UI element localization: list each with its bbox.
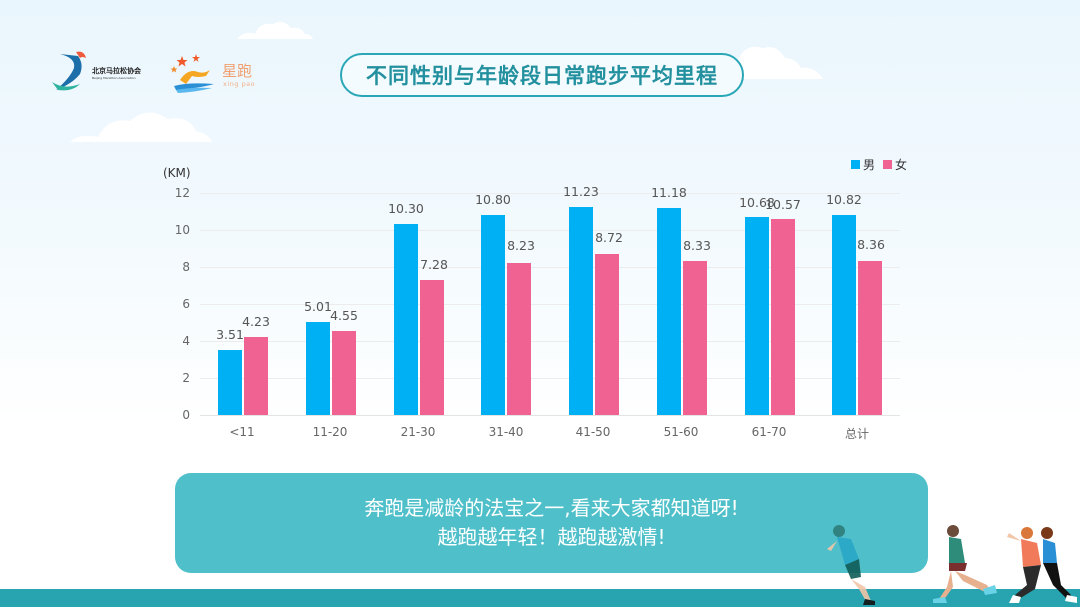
- bma-english-name: Beijing Marathon Association: [92, 76, 136, 80]
- value-label-female: 7.28: [420, 257, 448, 272]
- phoenix-icon: [52, 51, 86, 91]
- y-tick: 0: [182, 408, 190, 422]
- bar-female[interactable]: [858, 261, 882, 415]
- value-label-male: 10.80: [475, 192, 511, 207]
- y-tick: 10: [174, 223, 190, 237]
- value-label-male: 10.30: [388, 201, 424, 216]
- legend-item-female[interactable]: 女: [883, 156, 907, 173]
- cloud-decoration: [237, 21, 313, 39]
- y-tick: 12: [174, 186, 190, 200]
- y-tick: 4: [182, 334, 190, 348]
- cloud-decoration: [70, 112, 212, 142]
- runner-icon: [827, 525, 875, 605]
- x-tick: 51-60: [663, 425, 699, 439]
- xingpao-pinyin: xing pao: [223, 80, 256, 88]
- bar-female[interactable]: [771, 219, 795, 415]
- legend-swatch-male: [851, 160, 860, 169]
- bar-male[interactable]: [832, 215, 856, 415]
- value-label-female: 8.23: [507, 238, 535, 253]
- gridline: [200, 193, 900, 194]
- bar-female[interactable]: [420, 280, 444, 415]
- conclusion-callout: 奔跑是减龄的法宝之一,看来大家都知道呀! 越跑越年轻！越跑越激情!: [175, 473, 928, 573]
- beijing-marathon-association-logo: 北京马拉松协会 Beijing Marathon Association: [50, 50, 160, 94]
- legend-label-male: 男: [863, 158, 876, 172]
- runners-illustration: [827, 525, 1077, 605]
- x-tick: 61-70: [751, 425, 787, 439]
- xingpao-name: 星跑: [222, 62, 253, 80]
- value-label-male: 5.01: [304, 299, 332, 314]
- bar-male[interactable]: [657, 208, 681, 415]
- x-tick: <11: [229, 425, 255, 439]
- value-label-female: 8.72: [595, 230, 623, 245]
- legend-item-male[interactable]: 男: [851, 156, 875, 173]
- bar-female[interactable]: [244, 337, 268, 415]
- gridline: [200, 230, 900, 231]
- bar-female[interactable]: [595, 254, 619, 415]
- x-tick: 31-40: [488, 425, 524, 439]
- bar-chart: (KM) 男 女 12 10 8 6 4 2 0 3.51 4.23 <11 5…: [163, 156, 911, 441]
- callout-line-1: 奔跑是减龄的法宝之一,看来大家都知道呀!: [364, 496, 739, 520]
- footer-band: [0, 589, 1080, 607]
- bar-male[interactable]: [306, 322, 330, 415]
- x-axis-line: [200, 415, 900, 416]
- value-label-male: 11.23: [563, 184, 599, 199]
- gridline: [200, 378, 900, 379]
- value-label-female: 4.55: [330, 308, 358, 323]
- x-tick: 11-20: [312, 425, 348, 439]
- x-tick: 41-50: [575, 425, 611, 439]
- callout-line-2: 越跑越年轻！越跑越激情!: [437, 525, 666, 549]
- value-label-female: 4.23: [242, 314, 270, 329]
- y-axis-unit: (KM): [163, 166, 191, 180]
- x-tick: 总计: [844, 427, 869, 441]
- bar-male[interactable]: [745, 217, 769, 415]
- runner-icon: [933, 525, 997, 603]
- page-title-text: 不同性别与年龄段日常跑步平均里程: [366, 64, 718, 88]
- y-tick: 8: [182, 260, 190, 274]
- value-label-female: 8.33: [683, 238, 711, 253]
- star-runner-icon: [170, 54, 214, 93]
- gridline: [200, 267, 900, 268]
- bma-name: 北京马拉松协会: [92, 67, 141, 75]
- bar-female[interactable]: [683, 261, 707, 415]
- runner-icon: [1007, 527, 1041, 603]
- bar-female[interactable]: [332, 331, 356, 415]
- bar-male[interactable]: [218, 350, 242, 415]
- value-label-male: 11.18: [651, 185, 687, 200]
- legend-label-female: 女: [895, 158, 908, 172]
- bar-male[interactable]: [569, 207, 593, 415]
- chart-legend: 男 女: [851, 156, 911, 173]
- runner-icon: [1041, 527, 1077, 603]
- gridline: [200, 304, 900, 305]
- xingpao-logo: 星跑 xing pao: [170, 54, 265, 94]
- value-label-female: 8.36: [857, 237, 885, 252]
- x-tick: 21-30: [400, 425, 436, 439]
- value-label-male: 10.68: [739, 195, 775, 210]
- value-label-male: 3.51: [216, 327, 244, 342]
- bar-female[interactable]: [507, 263, 531, 415]
- gridline: [200, 341, 900, 342]
- y-tick: 6: [182, 297, 190, 311]
- y-tick: 2: [182, 371, 190, 385]
- page-title: 不同性别与年龄段日常跑步平均里程: [340, 53, 744, 97]
- legend-swatch-female: [883, 160, 893, 169]
- bar-male[interactable]: [394, 224, 418, 415]
- bar-male[interactable]: [481, 215, 505, 415]
- value-label-male: 10.82: [826, 192, 862, 207]
- value-label-female: 10.57: [765, 197, 801, 212]
